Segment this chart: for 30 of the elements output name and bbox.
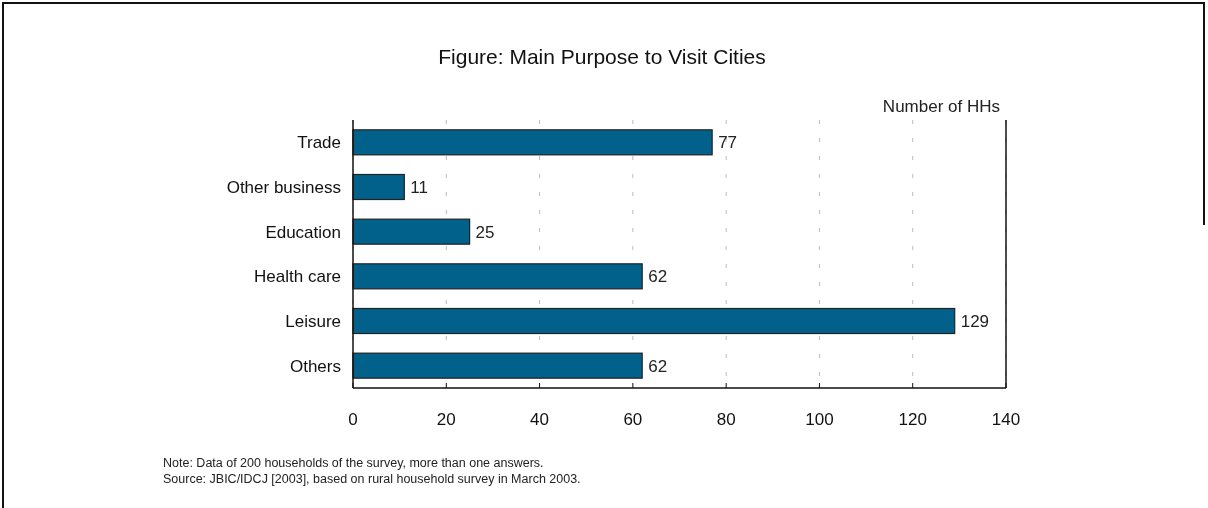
data-label: 62 [648,267,668,287]
y-tick-label: Health care [254,267,341,287]
text: Note: Data of 200 households of the survey, more than one answers. [163,456,544,470]
y-tick-label: Trade [297,133,341,153]
y-tick-label: Others [289,356,341,376]
data-label: 11 [410,177,428,197]
y-tick-label: Education [265,222,341,242]
bar [352,129,713,156]
y-tick-label: Other business [226,177,341,197]
x-tick-label: 120 [898,410,927,429]
x-tick-label: 20 [436,410,456,429]
bar [352,352,643,379]
bar [352,218,471,245]
y-tick-label: Leisure [285,311,341,331]
x-tick-label: 80 [716,410,736,429]
x-tick-label: 0 [348,410,358,429]
x-tick-label: 100 [805,410,834,429]
source-note: Source: JBIC/IDCJ [2003], based on rural household survey in March 2003. [163,472,581,486]
x-tick-label: 40 [530,410,550,429]
x-axis-title: Number of HHs [882,97,1000,116]
data-label: 77 [718,133,738,153]
data-label: 25 [475,222,495,242]
bar [352,263,643,290]
bar [352,307,956,335]
x-tick-label: 140 [991,410,1021,429]
data-label: 129 [960,311,990,331]
x-tick-label: 60 [623,410,643,429]
chart-title: Figure: Main Purpose to Visit Cities [438,45,766,68]
bar [352,173,405,201]
data-label: 62 [648,356,668,376]
